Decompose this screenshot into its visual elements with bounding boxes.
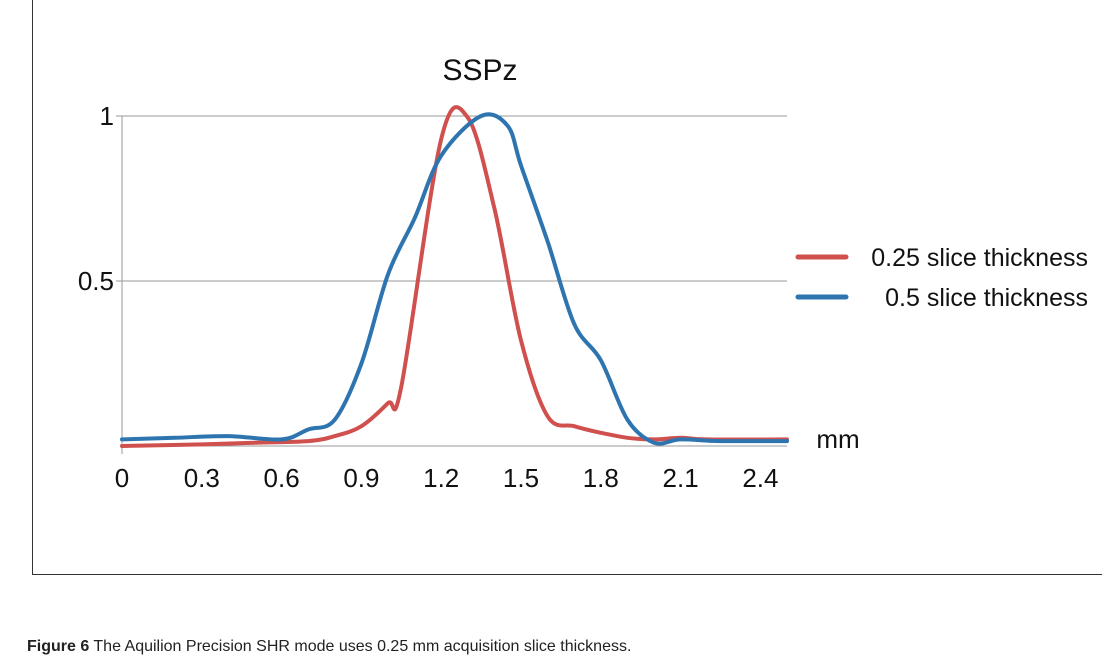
y-tick-label: 1: [100, 101, 114, 131]
x-tick-label: 0.3: [184, 463, 220, 493]
sspz-chart: SSPz 0.51 0 0.3 0.6 0.9 1.2 1.5 1.8 2.1 2.4 mm 0…: [78, 54, 1088, 493]
series-line-1: [120, 112, 789, 446]
x-tick-labels: 0 0.3 0.6 0.9 1.2 1.5 1.8 2.1 2.4: [115, 463, 779, 493]
y-tick-labels: 0.51: [78, 101, 114, 296]
series-lines: [120, 105, 789, 448]
x-tick-label: 0.6: [264, 463, 300, 493]
x-tick-label: 2.4: [742, 463, 778, 493]
y-tick-label: 0.5: [78, 266, 114, 296]
x-tick-label: 1.2: [423, 463, 459, 493]
x-tick-label: 0.9: [343, 463, 379, 493]
x-tick-label: 0: [115, 463, 129, 493]
x-tick-label: 1.8: [583, 463, 619, 493]
caption-label: Figure 6: [27, 638, 90, 655]
figure-frame: [32, 0, 1102, 575]
chart-title: SSPz: [442, 54, 517, 87]
legend-label-0: 0.25 slice thickness: [871, 244, 1088, 272]
series-line-0: [120, 105, 789, 448]
x-axis-label: mm: [816, 424, 859, 454]
legend: 0.25 slice thickness 0.5 slice thickness: [795, 244, 1088, 312]
legend-label-1: 0.5 slice thickness: [885, 284, 1088, 312]
figure-caption: Figure 6 The Aquilion Precision SHR mode…: [27, 638, 631, 656]
x-tick-label: 2.1: [663, 463, 699, 493]
x-tick-label: 1.5: [503, 463, 539, 493]
caption-text: The Aquilion Precision SHR mode uses 0.2…: [89, 638, 632, 655]
grid-lines: [116, 115, 787, 454]
